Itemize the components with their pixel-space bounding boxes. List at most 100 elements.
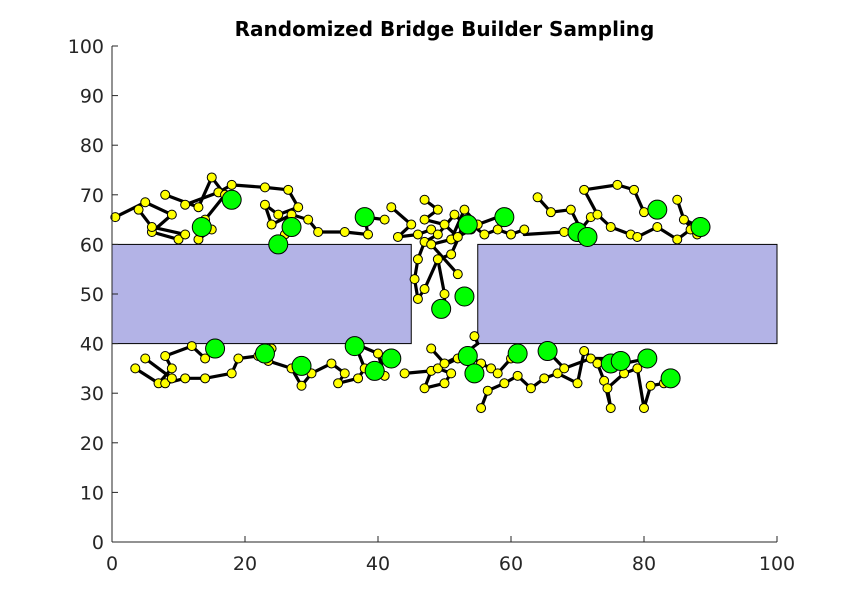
sample-node-27	[303, 214, 314, 225]
sample-node-125	[476, 403, 487, 414]
bridge-node-12	[647, 199, 668, 220]
sample-node-26	[293, 202, 304, 213]
bridge-node-4	[281, 217, 302, 238]
x-tick-label: 40	[366, 553, 390, 575]
bridge-node-11	[577, 226, 598, 247]
bridge-node-14	[205, 338, 226, 359]
edge-107	[143, 356, 174, 380]
edge-13	[183, 190, 220, 207]
sample-node-136	[592, 358, 603, 369]
sample-node-78	[672, 194, 683, 205]
y-tick-label: 30	[80, 383, 104, 405]
sample-node-61	[519, 224, 530, 235]
sample-node-110	[399, 368, 410, 379]
sample-node-6	[166, 209, 177, 220]
bridge-node-15	[254, 343, 275, 364]
sample-node-22	[273, 209, 284, 220]
sample-node-32	[386, 202, 397, 213]
x-tick-label: 60	[499, 553, 523, 575]
bridge-node-22	[507, 343, 528, 364]
sample-node-68	[592, 209, 603, 220]
sample-node-49	[439, 289, 450, 299]
bridge-node-26	[637, 348, 658, 369]
sample-node-33	[392, 231, 403, 242]
sample-node-54	[452, 231, 463, 242]
sample-node-132	[559, 363, 570, 374]
x-axis: 0 20 40 60 80 100	[106, 536, 795, 575]
sample-node-24	[283, 184, 294, 195]
sample-node-42	[419, 194, 430, 205]
sample-node-84	[140, 353, 151, 364]
sample-node-18	[226, 179, 237, 190]
sample-node-9	[180, 229, 191, 240]
edge-15	[230, 183, 267, 189]
edge-130	[575, 349, 586, 385]
sample-node-1	[110, 212, 121, 223]
sample-node-10	[180, 199, 191, 210]
sample-node-104	[339, 368, 350, 379]
sample-node-28	[313, 227, 324, 237]
sample-node-122	[486, 363, 497, 374]
edge-45	[422, 257, 440, 291]
edge-1	[113, 200, 147, 219]
sample-node-93	[200, 373, 211, 384]
sample-node-47	[432, 204, 443, 215]
y-tick-label: 100	[68, 36, 104, 58]
bridge-node-16	[291, 355, 312, 376]
x-tick-label: 0	[106, 553, 118, 575]
sample-node-44	[426, 239, 437, 250]
sample-node-34	[406, 219, 417, 230]
bridge-node-19	[381, 348, 402, 369]
bridge-node-27	[660, 368, 681, 389]
sample-node-77	[672, 234, 683, 245]
bridge-node-7	[454, 286, 475, 307]
sample-node-59	[492, 224, 503, 235]
bridge-node-2	[221, 189, 242, 210]
sample-node-102	[326, 358, 337, 369]
sample-node-46	[432, 229, 443, 240]
sample-node-127	[499, 378, 510, 389]
obstacles-layer	[111, 243, 778, 345]
sample-node-31	[379, 214, 390, 225]
sample-node-48	[439, 219, 450, 230]
bridge-node-1	[191, 217, 212, 238]
sample-node-74	[632, 231, 643, 242]
bridge-node-18	[364, 360, 385, 381]
bridge-node-23	[537, 341, 558, 362]
sample-node-111	[419, 383, 430, 394]
sample-node-8	[173, 234, 184, 245]
bridge-node-21	[464, 363, 485, 384]
y-tick-label: 10	[80, 482, 104, 504]
edge-55	[429, 242, 460, 276]
y-tick-label: 20	[80, 433, 104, 455]
sample-node-143	[632, 363, 643, 374]
bridge-nodes-layer	[191, 189, 711, 389]
sample-node-139	[605, 403, 616, 414]
sample-node-135	[585, 353, 596, 364]
sample-node-53	[452, 269, 463, 280]
sample-node-64	[559, 227, 570, 237]
sample-node-129	[525, 383, 536, 394]
sample-node-63	[545, 207, 556, 218]
sample-node-70	[605, 222, 616, 233]
x-tick-label: 100	[759, 553, 795, 575]
obstacle-2	[477, 243, 778, 345]
sample-node-86	[160, 351, 171, 361]
sample-node-45	[432, 254, 443, 265]
y-tick-label: 90	[80, 86, 104, 108]
sample-node-79	[678, 214, 689, 225]
y-tick-label: 70	[80, 185, 104, 207]
sample-node-65	[565, 204, 576, 215]
sample-node-108	[373, 348, 383, 359]
y-tick-label: 80	[80, 135, 104, 157]
sample-node-131	[552, 368, 563, 379]
sample-node-92	[200, 353, 211, 364]
sample-node-113	[426, 343, 437, 354]
sample-node-138	[602, 383, 613, 394]
sample-node-36	[412, 254, 423, 265]
sample-node-12	[193, 202, 204, 213]
sample-node-130	[539, 373, 550, 384]
sample-node-76	[652, 222, 663, 233]
x-tick-label: 80	[632, 553, 656, 575]
